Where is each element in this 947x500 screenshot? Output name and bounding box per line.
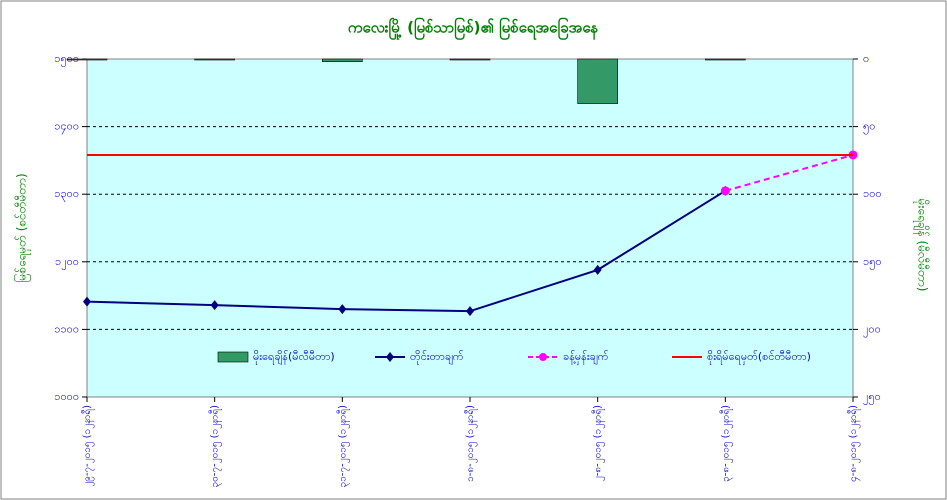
legend-marker	[539, 353, 547, 361]
series-line	[86, 189, 726, 313]
point-marker	[210, 300, 219, 311]
legend-label: မိုးရေချိန်(မီလီမီတာ)	[253, 350, 335, 365]
y2-tick-label: ၂၅၀	[863, 390, 881, 405]
point-marker	[83, 296, 91, 307]
y2-tick-label: ၅၀	[863, 120, 875, 135]
y-tick-label: ၁၃၀၀	[54, 187, 79, 202]
x-tick-label: ၃၀-၇-၂၀၁၅ (၁၂နာရီ)	[208, 405, 223, 488]
x-tick-label: ၂၉-၇-၂၀၁၅ (၁၂နာရီ)	[80, 405, 95, 487]
y2-tick-label: ၀	[863, 52, 869, 65]
y-tick-label: ၁၁၀၀	[54, 322, 79, 335]
x-tick-label: ၂-၈-၂၀၁၅ (၁၂နာရီ)	[591, 405, 606, 481]
point-marker	[720, 186, 730, 196]
rain-bar	[449, 58, 491, 61]
plot-area	[86, 58, 854, 398]
rain-bar	[66, 58, 108, 61]
legend-swatch	[217, 351, 249, 363]
y-tick-label: ၁၄၀၀	[54, 120, 79, 135]
point-marker	[338, 304, 347, 315]
y2-tick-label: ၁၀၀	[863, 187, 882, 200]
y2-tick-label: ၁၅၀	[863, 255, 882, 270]
y2-axis-title: မိုးရေချိန် (မီလီမီတာ)	[913, 199, 931, 292]
legend-marker	[386, 352, 394, 362]
y-tick-label: ၁၅၀၀	[54, 52, 79, 67]
x-tick-label: ၄-၈-၂၀၁၅ (၁၂နာရီ)	[846, 405, 861, 482]
y-tick-label: ၁၀၀၀	[54, 390, 79, 403]
legend-label: ခန့်မှန်းချက်	[563, 350, 609, 365]
y-tick-label: ၁၂၀၀	[55, 255, 79, 270]
y2-tick-label: ၂၀၀	[863, 322, 881, 337]
rain-bar	[322, 58, 363, 63]
point-marker	[593, 264, 602, 275]
rain-bar	[194, 58, 235, 61]
legend-label: စိုးရိမ်ရေမှတ်(စင်တီမီတာ)	[707, 350, 811, 365]
rain-bar	[705, 58, 746, 61]
rain-bar	[577, 58, 618, 104]
x-tick-label: ၃-၈-၂၀၁၅ (၁၂နာရီ)	[718, 405, 733, 482]
x-tick-label: ၃၁-၇-၂၀၁၅ (၁၂နာရီ)	[335, 405, 350, 488]
legend-label: တိုင်းတာချက်	[410, 350, 464, 365]
y-axis-title: မြစ်ရေမှတ် (စင်တီမီတာ)	[13, 173, 32, 282]
x-tick-label: ၁-၈-၂၀၁၅ (၁၂နာရီ)	[463, 405, 478, 482]
series-line	[725, 154, 854, 192]
point-marker	[466, 306, 474, 317]
